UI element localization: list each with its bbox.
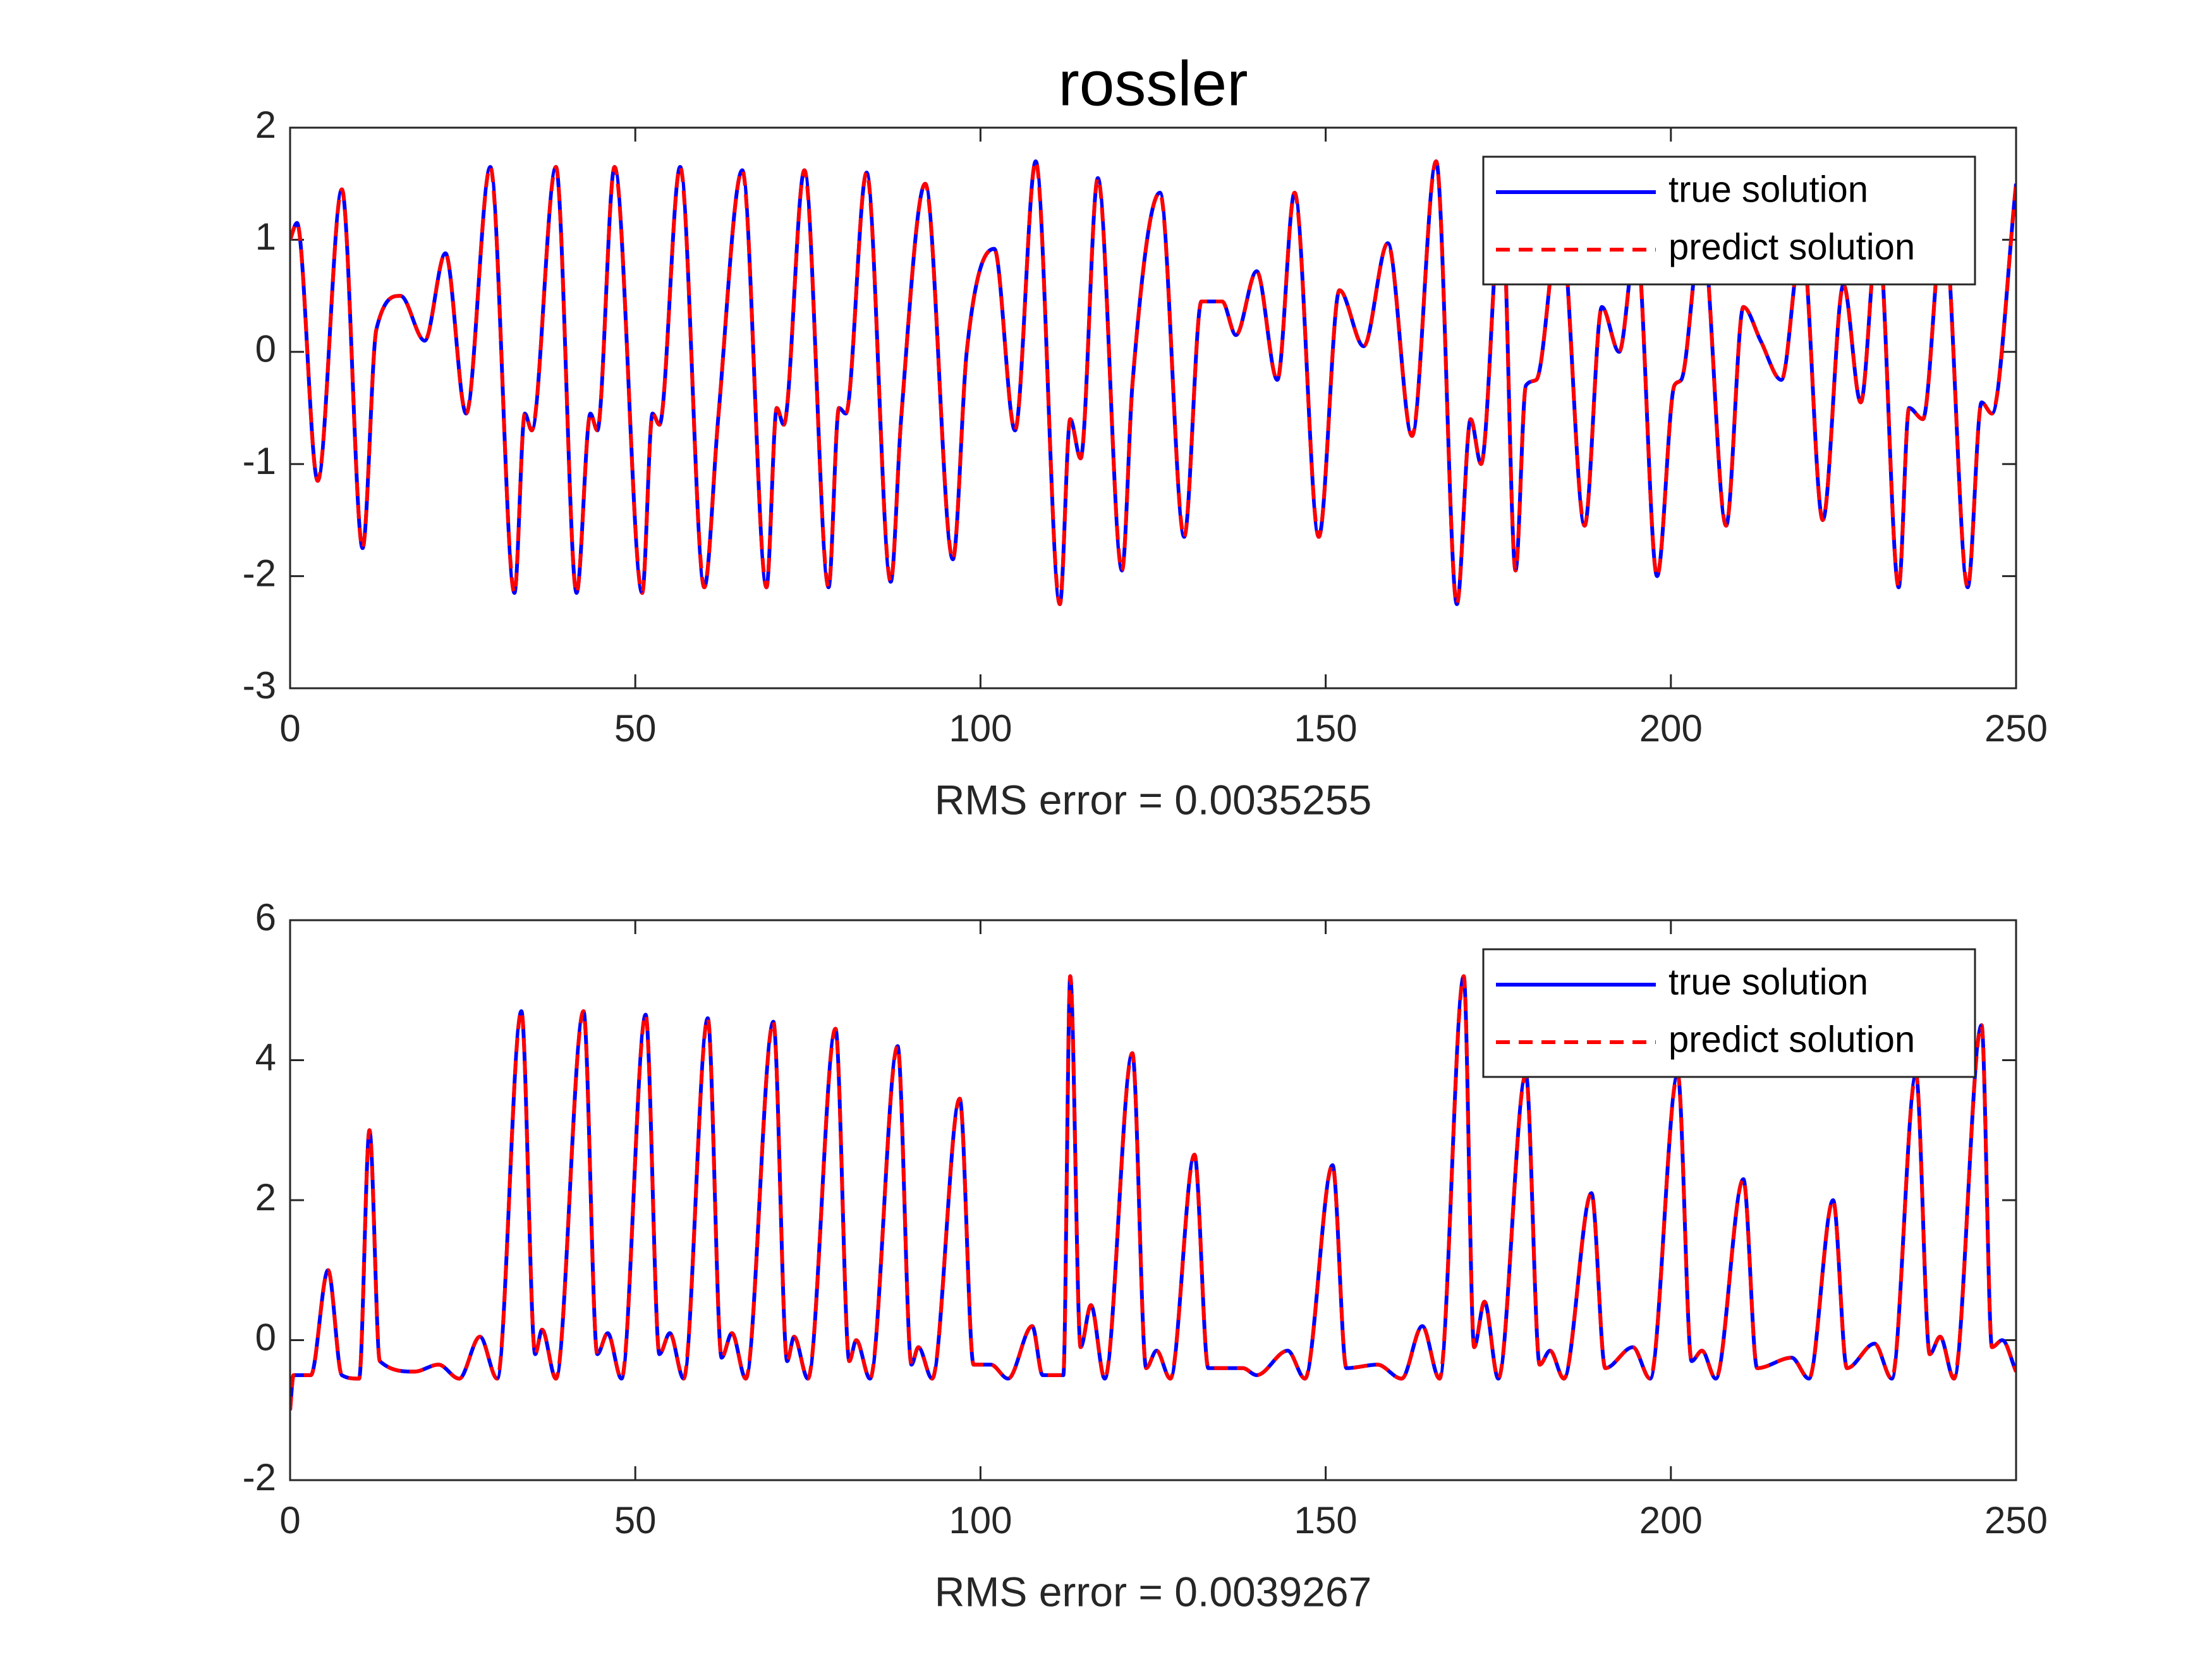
x-tick-label: 200 [1639, 1499, 1703, 1541]
y-tick-label: -2 [243, 552, 276, 594]
axes-box [289, 126, 2017, 690]
x-tick-label: 100 [949, 707, 1012, 750]
x-axis-label: RMS error = 0.0039267 [935, 1568, 1372, 1615]
legend-label: true solution [1668, 169, 1868, 210]
y-tick-label: 0 [255, 1316, 276, 1358]
plot-area [290, 159, 2016, 606]
x-tick-label: 250 [1984, 1499, 2048, 1541]
plot-area [290, 974, 2016, 1411]
y-tick-label: 0 [255, 328, 276, 370]
legend: true solution predict solution [1482, 948, 1976, 1078]
x-tick-label: 50 [614, 1499, 657, 1541]
series-line [290, 159, 2016, 606]
x-tick-label: 200 [1639, 707, 1703, 750]
x-tick-label: 150 [1294, 707, 1358, 750]
legend-box [1482, 948, 1976, 1078]
x-tick-label: 0 [279, 707, 300, 750]
y-tick-label: 2 [255, 1176, 276, 1218]
legend-label: true solution [1668, 961, 1868, 1002]
y-tick-label: -2 [243, 1456, 276, 1498]
x-tick-label: 250 [1984, 707, 2048, 750]
axes-box [289, 919, 2017, 1481]
y-tick-label: -3 [243, 664, 276, 707]
y-tick-label: 4 [255, 1036, 276, 1078]
chart-title: rossler [1058, 48, 1248, 119]
x-tick-label: 0 [279, 1499, 300, 1541]
y-tick-label: 1 [255, 216, 276, 258]
y-tick-label: 6 [255, 896, 276, 939]
legend-label: predict solution [1668, 226, 1915, 267]
legend: true solution predict solution [1482, 155, 1976, 286]
x-tick-label: 50 [614, 707, 657, 750]
y-tick-label: -1 [243, 440, 276, 482]
series-line [290, 974, 2016, 1411]
legend-box [1482, 155, 1976, 286]
y-tick-label: 2 [255, 104, 276, 146]
x-axis-label: RMS error = 0.0035255 [935, 776, 1372, 823]
x-tick-label: 150 [1294, 1499, 1358, 1541]
x-tick-label: 100 [949, 1499, 1012, 1541]
legend-label: predict solution [1668, 1019, 1915, 1060]
